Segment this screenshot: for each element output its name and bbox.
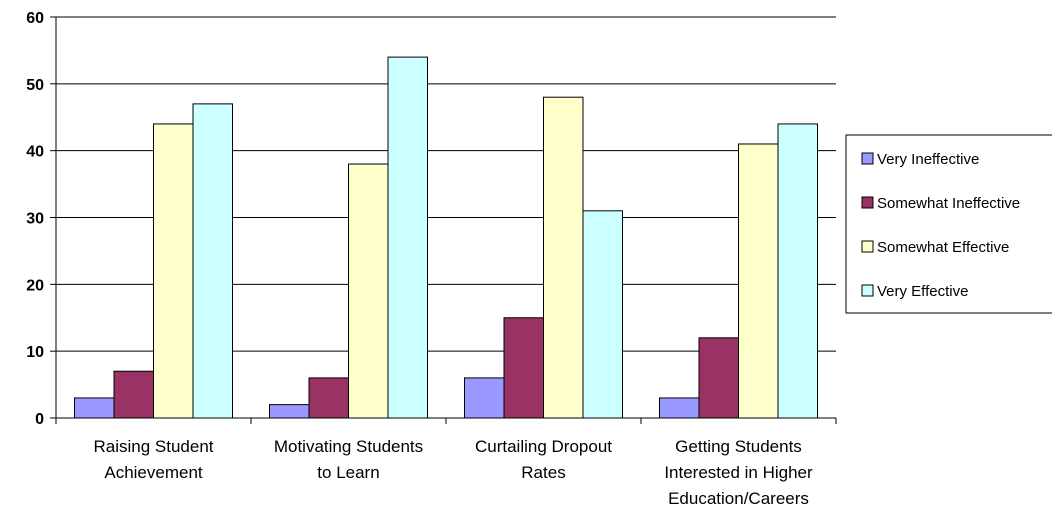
y-tick-label: 10 <box>26 344 44 361</box>
bar-very-ineffective <box>74 397 115 419</box>
bar-very-effective <box>777 123 818 419</box>
y-tick-label: 30 <box>26 211 44 228</box>
bar-very-effective <box>387 56 428 419</box>
x-tick-label: Motivating Students to Learn <box>274 437 423 482</box>
x-tick-label: Raising Student Achievement <box>93 437 213 482</box>
x-axis-tick-labels: Raising Student Achievement Motivating Stu… <box>93 437 813 508</box>
legend-swatch <box>861 240 874 253</box>
bar-somewhat-ineffective <box>308 377 349 419</box>
bar-somewhat-ineffective <box>503 317 544 419</box>
bar-somewhat-effective <box>738 143 779 419</box>
legend-swatch <box>861 152 874 165</box>
x-tick-label: Getting Students Interested in Higher Educ… <box>664 437 813 508</box>
y-axis-tick-labels: 0 10 20 30 40 50 60 <box>26 10 44 428</box>
bar-very-ineffective <box>464 377 505 419</box>
legend-label: Very Ineffective <box>877 151 979 168</box>
bar-somewhat-ineffective <box>698 337 739 419</box>
y-tick-label: 0 <box>35 411 44 428</box>
bar-very-ineffective <box>269 404 310 419</box>
bar-very-ineffective <box>659 397 700 419</box>
axes <box>50 16 837 424</box>
legend: Very Ineffective Somewhat Ineffective Some… <box>845 134 1052 314</box>
y-tick-label: 50 <box>26 77 44 94</box>
y-tick-label: 40 <box>26 144 44 161</box>
legend-swatch <box>861 284 874 297</box>
legend-box <box>845 134 1052 314</box>
y-tick-label: 60 <box>26 10 44 27</box>
legend-label: Very Effective <box>877 283 968 300</box>
bars <box>74 56 818 419</box>
bar-somewhat-effective <box>348 163 389 419</box>
legend-swatch <box>861 196 874 209</box>
bar-somewhat-ineffective <box>113 370 154 419</box>
bar-somewhat-effective <box>153 123 194 419</box>
bar-very-effective <box>582 210 623 419</box>
legend-label: Somewhat Effective <box>877 239 1009 256</box>
x-tick-label: Curtailing Dropout Rates <box>475 437 612 482</box>
bar-very-effective <box>192 103 233 419</box>
bar-somewhat-effective <box>543 96 584 419</box>
y-tick-label: 20 <box>26 277 44 294</box>
legend-label: Somewhat Ineffective <box>877 195 1020 212</box>
